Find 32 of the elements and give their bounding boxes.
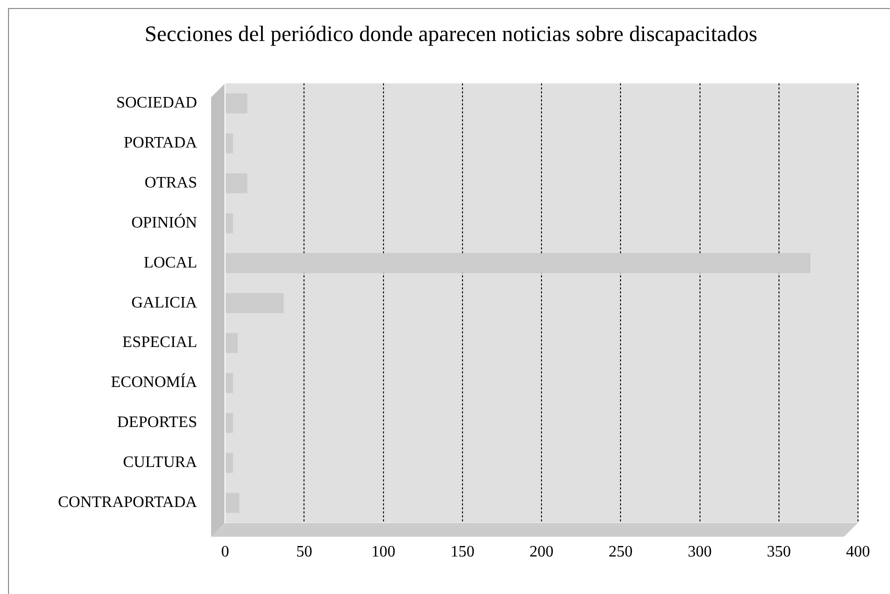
y-tick-label: CONTRAPORTADA <box>58 494 198 512</box>
y-tick-label: OTRAS <box>144 174 198 192</box>
y-tick-label: LOCAL <box>144 254 198 272</box>
bar <box>226 173 248 194</box>
x-tick-label: 200 <box>530 544 554 561</box>
x-tick-label: 400 <box>846 544 870 561</box>
bar <box>226 93 248 114</box>
x-tick-label: 50 <box>296 544 312 561</box>
y-tick-label: PORTADA <box>124 134 198 152</box>
x-tick-label: 0 <box>221 544 230 561</box>
bar <box>226 412 234 433</box>
x-tick-label: 150 <box>450 544 474 561</box>
y-tick-label: ESPECIAL <box>122 334 198 352</box>
bar <box>226 492 240 513</box>
x-tick-label: 100 <box>371 544 396 561</box>
bar <box>226 253 811 274</box>
y-tick-label: CULTURA <box>123 454 198 472</box>
bar <box>226 333 238 354</box>
y-tick-label: ECONOMÍA <box>110 373 198 392</box>
x-tick-label: 250 <box>608 544 633 561</box>
x-tick-label: 300 <box>688 544 712 561</box>
y-tick-label: GALICIA <box>131 294 198 312</box>
bar <box>226 373 234 393</box>
y-tick-label: DEPORTES <box>117 414 198 432</box>
bar <box>226 293 284 314</box>
y-tick-label: OPINIÓN <box>131 213 198 232</box>
bar <box>226 133 234 154</box>
chart-title: Secciones del periódico donde aparecen noticias sobre discapacitados <box>144 20 758 46</box>
bar <box>226 452 234 473</box>
bar <box>226 213 234 234</box>
y-tick-label: SOCIEDAD <box>116 94 198 112</box>
x-tick-label: 350 <box>766 544 791 561</box>
